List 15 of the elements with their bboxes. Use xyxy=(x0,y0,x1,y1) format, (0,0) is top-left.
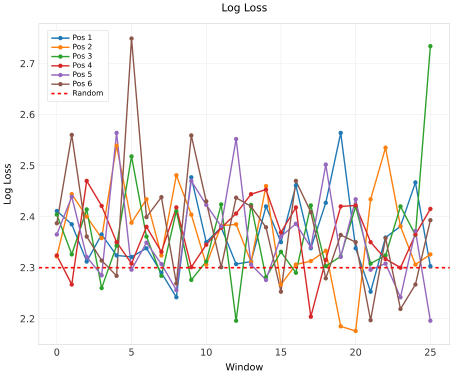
x-tick-label: 25 xyxy=(424,348,436,356)
x-tick-label: 5 xyxy=(129,348,134,356)
chart-title: Log Loss xyxy=(222,4,267,14)
y-tick-label: 2.5 xyxy=(20,162,34,170)
x-tick-label: 0 xyxy=(54,348,60,356)
y-tick-label: 2.7 xyxy=(20,60,34,68)
y-tick-label: 2.3 xyxy=(20,264,34,272)
y-tick-label: 2.4 xyxy=(20,213,35,220)
y-tick-label: 2.6 xyxy=(20,110,35,118)
x-tick-label: 10 xyxy=(201,348,212,356)
y-tick-label: 2.2 xyxy=(20,315,34,322)
y-axis-title: Log Loss xyxy=(4,164,13,204)
x-tick-label: 20 xyxy=(350,348,362,356)
x-tick-label: 15 xyxy=(276,348,286,356)
x-axis-title: Window xyxy=(226,363,263,370)
